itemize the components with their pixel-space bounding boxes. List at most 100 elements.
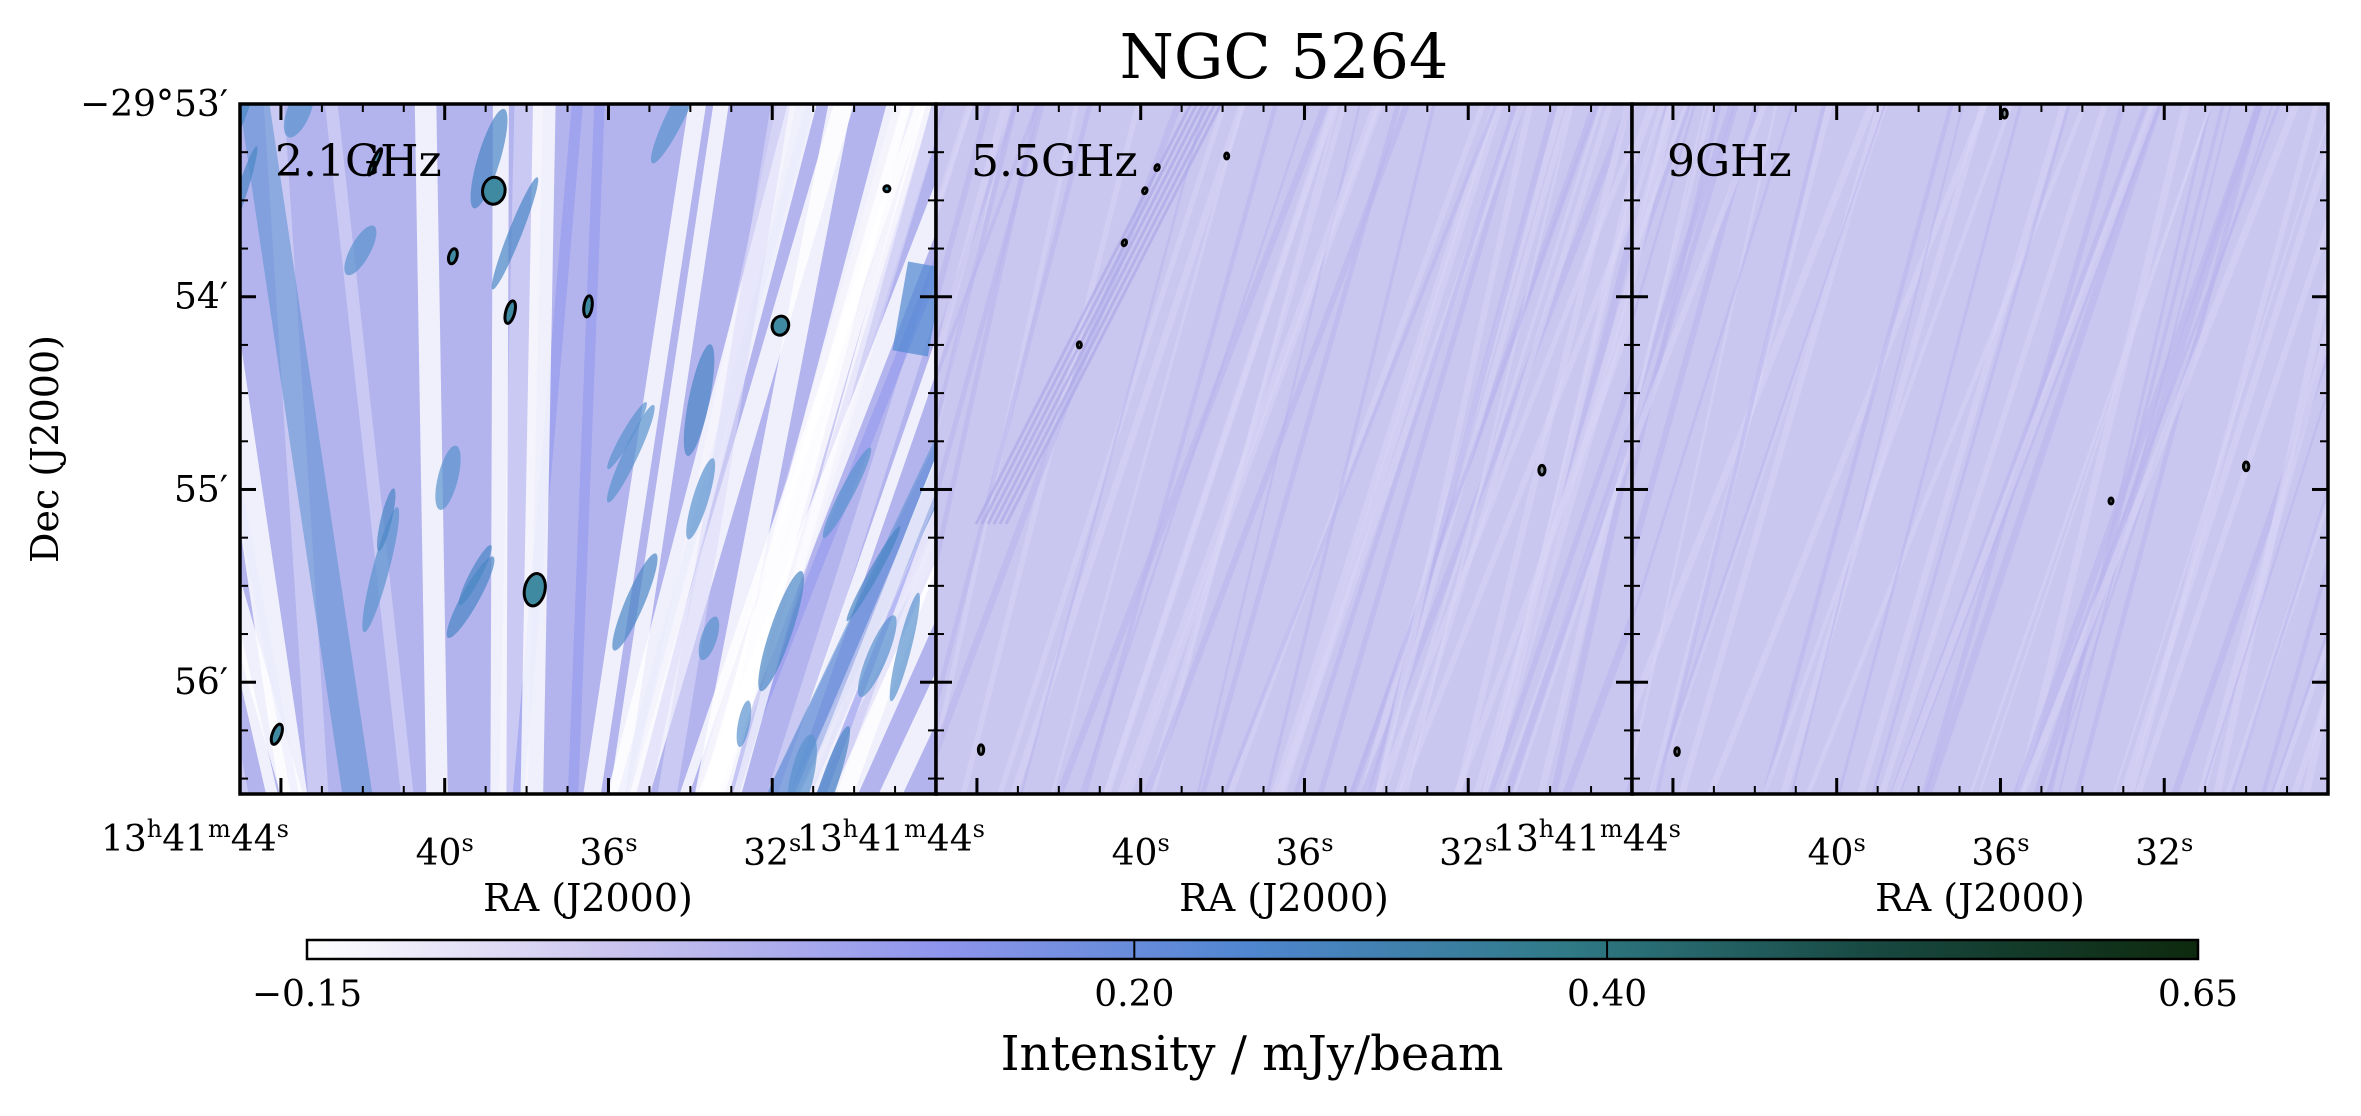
contour: [367, 147, 384, 177]
noise-stripe: [1413, 104, 1632, 794]
noise-stripe: [991, 104, 1399, 794]
noise-stripe: [1632, 104, 1867, 794]
noise-stripe: [2180, 104, 2328, 794]
noise-stripe: [1793, 104, 2149, 794]
noise-stripe: [1046, 104, 1508, 794]
emission-blob: [607, 402, 647, 470]
noise-stripe: [936, 104, 1335, 794]
panel-label: 9GHz: [1667, 136, 1792, 187]
noise-stripe: [2183, 104, 2328, 794]
noise-stripe: [2135, 104, 2328, 794]
sidelobe-stripe: [538, 104, 751, 794]
noise-stripe: [1632, 104, 1963, 794]
noise-stripe: [1632, 104, 1879, 794]
sidelobe-stripe: [682, 104, 936, 794]
noise-stripe: [936, 104, 1121, 794]
sidelobe-stripe: [515, 104, 562, 794]
noise-stripe: [1920, 104, 2328, 794]
x-ticks: [239, 104, 937, 794]
noise-stripe: [1297, 104, 1632, 794]
contour: [2107, 496, 2115, 506]
sidelobe-stripe: [240, 104, 416, 794]
noise-stripe: [1791, 104, 2195, 794]
y-tick-label: 56′: [174, 662, 228, 703]
contour: [2241, 460, 2251, 473]
contour: [1673, 746, 1681, 757]
noise-stripe: [2201, 104, 2328, 794]
noise-stripe: [1397, 104, 1632, 794]
noise-stripe: [1632, 104, 1776, 794]
panel-label: 2.1GHz: [275, 136, 442, 187]
panel-3: 9GHz 13h41m44s 40s 36s 32s RA (J2000): [1493, 102, 2330, 920]
noise-stripe: [2116, 104, 2328, 794]
emission-blob: [892, 261, 936, 357]
noise-stripe: [1632, 104, 1780, 794]
sidelobe-stripes: [240, 104, 936, 794]
x-tick-label: 36s: [579, 829, 637, 874]
emission-blob: [470, 108, 508, 209]
noise-stripe: [1310, 104, 1632, 794]
x-tick-label: 13h41m44s: [1493, 815, 1681, 860]
noise-stripe: [1385, 104, 1632, 794]
x-tick-label: 13h41m44s: [101, 815, 289, 860]
x-ticks: [935, 104, 1633, 794]
noise-stripe: [2121, 104, 2328, 794]
noise-stripe: [1632, 104, 1841, 794]
emission-blob: [806, 726, 851, 794]
x-axis-label: RA (J2000): [1875, 876, 2085, 920]
noise-stripe: [1122, 104, 1479, 794]
panel-1: 2.1GHz 13h41m44s 40s 36s 32s RA (J2000): [101, 102, 938, 920]
emission-blob: [650, 104, 702, 164]
noise-stripe: [936, 104, 1066, 794]
x-axis-label: RA (J2000): [483, 876, 693, 920]
x-tick-label: 32s: [2135, 829, 2193, 874]
y-tick-labels: −29°53′ 54′ 55′ 56′: [80, 84, 228, 703]
noise-stripe: [1182, 104, 1618, 794]
noise-stripe: [936, 104, 1089, 794]
emission-blob: [846, 526, 901, 622]
noise-stripe: [1764, 104, 2096, 794]
emission-blob: [686, 458, 716, 540]
y-ticks: [1632, 102, 2328, 780]
sidelobe-stripe: [599, 104, 936, 794]
sidelobe-stripe: [725, 104, 936, 794]
colorbar-tick-label: −0.15: [252, 974, 362, 1015]
y-axis-label: Dec (J2000): [23, 335, 67, 563]
noise-stripe: [2027, 104, 2328, 794]
noise-stripe: [1029, 104, 1479, 794]
x-tick-label: 32s: [1439, 829, 1497, 874]
x-tick-label: 40s: [1112, 829, 1170, 874]
emission-blob: [446, 556, 495, 639]
emission-blob: [683, 344, 715, 457]
noise-stripe: [1720, 104, 2034, 794]
colorbar-gradient: [305, 938, 2200, 961]
noise-stripe: [1254, 104, 1632, 794]
sidelobe-stripe: [609, 104, 838, 794]
noise-stripe: [1184, 104, 1585, 794]
noise-stripe: [1237, 104, 1606, 794]
noise-stripe: [1294, 104, 1632, 794]
colorbar-label: Intensity / mJy/beam: [1001, 1026, 1504, 1082]
emission-blob: [736, 700, 752, 747]
noise-stripe: [1704, 104, 2189, 794]
noise-stripe: [1311, 104, 1597, 794]
noise-stripe: [2179, 104, 2328, 794]
emission-blob: [344, 225, 377, 276]
x-tick-label: 13h41m44s: [797, 815, 985, 860]
noise-stripe: [1207, 104, 1604, 794]
noise-stripe: [936, 104, 1104, 794]
chart-title: NGC 5264: [1120, 20, 1449, 93]
noise-stripe: [1794, 104, 2256, 794]
emission-blob: [362, 507, 400, 633]
sidelobe-line: [1004, 104, 1223, 525]
contours: [976, 151, 1547, 756]
emission-blob: [491, 177, 539, 290]
x-ticks: [1631, 104, 2329, 794]
panel-frame: [1630, 102, 2330, 796]
sidelobe-stripe: [240, 104, 351, 794]
colorbar-tick-label: 0.20: [1094, 974, 1174, 1015]
contour: [503, 299, 517, 325]
noise-stripe: [1632, 104, 1977, 794]
sidelobe-stripe: [292, 104, 447, 794]
